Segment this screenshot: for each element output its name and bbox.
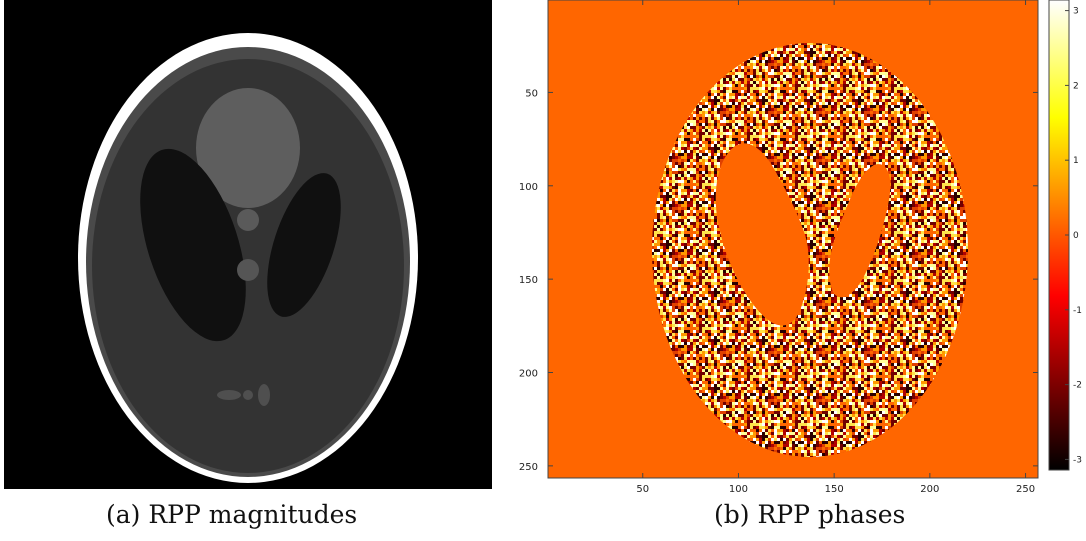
colorbar-tick-layer: 3 2 1 0 -1 -2 -3 bbox=[1065, 7, 1082, 465]
caption-b: (b) RPP phases bbox=[714, 500, 906, 529]
upper-bright-region bbox=[196, 88, 300, 208]
colorbar-tick-label: -1 bbox=[1073, 306, 1082, 316]
right-ellipse bbox=[267, 173, 341, 317]
left-ellipse bbox=[140, 148, 246, 342]
colorbar-tick-label: 1 bbox=[1073, 156, 1079, 166]
lower-spot-1 bbox=[217, 390, 241, 400]
x-tick-label: 150 bbox=[825, 484, 844, 495]
phase-noise-texture bbox=[652, 43, 968, 457]
colorbar-tick-label: 2 bbox=[1073, 81, 1079, 91]
lower-spot-2 bbox=[243, 390, 253, 400]
x-tick-label: 50 bbox=[636, 484, 649, 495]
left-hole bbox=[715, 143, 809, 326]
y-tick-label: 200 bbox=[519, 369, 538, 380]
y-tick-label: 100 bbox=[519, 182, 538, 193]
x-tick-label: 250 bbox=[1016, 484, 1035, 495]
magnitude-image bbox=[4, 0, 492, 489]
colorbar-tick-label: 0 bbox=[1073, 231, 1079, 241]
y-tick-label: 250 bbox=[519, 462, 538, 473]
x-tick-label: 100 bbox=[729, 484, 748, 495]
tick-layer: 50 100 150 200 250 50 100 150 200 250 bbox=[519, 0, 1038, 495]
small-spot-2 bbox=[237, 259, 259, 281]
small-spot-1 bbox=[237, 209, 259, 231]
right-hole bbox=[829, 164, 891, 298]
colorbar-tick-label: 3 bbox=[1073, 7, 1079, 17]
y-tick-label: 150 bbox=[519, 275, 538, 286]
colorbar-tick-label: -2 bbox=[1073, 381, 1082, 391]
y-tick-label: 50 bbox=[525, 88, 538, 99]
colorbar-tick-label: -3 bbox=[1073, 455, 1082, 465]
phase-axes-frame bbox=[547, 0, 1039, 479]
x-tick-label: 200 bbox=[920, 484, 939, 495]
colorbar: 3 2 1 0 -1 -2 -3 bbox=[1048, 0, 1082, 471]
phase-plot: 50 100 150 200 250 50 100 150 200 250 bbox=[519, 0, 1039, 495]
lower-spot-3 bbox=[258, 384, 270, 406]
caption-a: (a) RPP magnitudes bbox=[106, 500, 358, 529]
